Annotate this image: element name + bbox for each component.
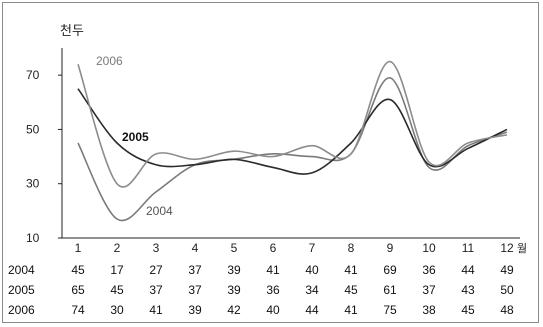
series-line-2006 <box>77 60 508 188</box>
x-tick-label: 2 <box>114 241 121 255</box>
table-cell: 61 <box>383 283 397 297</box>
table-cell: 37 <box>188 283 202 297</box>
table-cell: 41 <box>149 303 163 317</box>
x-tick-label: 6 <box>270 241 277 255</box>
table-cell: 38 <box>422 303 436 317</box>
table-cell: 65 <box>71 283 85 297</box>
x-tick-label: 10 <box>422 241 436 255</box>
table-row-label: 2004 <box>8 263 35 277</box>
table-cell: 45 <box>110 283 124 297</box>
x-tick-label: 3 <box>153 241 160 255</box>
table-cell: 37 <box>422 283 436 297</box>
y-tick-label: 10 <box>26 231 40 245</box>
x-tick-group: 1 2 3 4 5 6 7 8 9 10 11 12 <box>75 241 514 255</box>
table-cell: 27 <box>149 263 163 277</box>
table-cell: 30 <box>110 303 124 317</box>
y-tick-group: 10 30 50 70 <box>26 68 62 245</box>
x-tick-label: 5 <box>231 241 238 255</box>
table-cell: 40 <box>305 263 319 277</box>
table-cell: 34 <box>305 283 319 297</box>
x-tick-label: 8 <box>348 241 355 255</box>
data-table: 2004 45 17 27 37 39 41 40 41 69 36 44 49 2005 65 45 37 37… <box>8 263 514 317</box>
table-cell: 36 <box>266 283 280 297</box>
table-cell: 42 <box>227 303 241 317</box>
x-tick-label: 11 <box>462 241 475 255</box>
table-row-label: 2006 <box>8 303 35 317</box>
table-cell: 74 <box>71 303 85 317</box>
y-tick-label: 50 <box>26 122 40 136</box>
table-cell: 41 <box>344 263 358 277</box>
x-tick-label: 9 <box>387 241 394 255</box>
table-cell: 44 <box>305 303 319 317</box>
table-cell: 45 <box>461 303 475 317</box>
table-cell: 49 <box>500 263 514 277</box>
series-line-2004 <box>77 77 508 222</box>
series-label-2004: 2004 <box>146 204 173 218</box>
table-cell: 39 <box>188 303 202 317</box>
y-tick-label: 30 <box>26 177 40 191</box>
series-label-2005: 2005 <box>122 130 149 144</box>
y-axis-unit-label: 천두 <box>60 23 84 38</box>
table-cell: 41 <box>344 303 358 317</box>
series-label-group: 2004 2005 2006 <box>96 54 173 218</box>
table-cell: 48 <box>500 303 514 317</box>
series-label-2006: 2006 <box>96 54 123 68</box>
table-cell: 45 <box>344 283 358 297</box>
table-cell: 41 <box>266 263 280 277</box>
table-row-label: 2005 <box>8 283 35 297</box>
table-cell: 40 <box>266 303 280 317</box>
table-cell: 39 <box>227 263 241 277</box>
table-cell: 17 <box>110 263 124 277</box>
x-axis-unit-label: 월 <box>517 242 527 255</box>
table-cell: 43 <box>461 283 475 297</box>
table-cell: 36 <box>422 263 436 277</box>
table-cell: 44 <box>461 263 475 277</box>
table-cell: 37 <box>188 263 202 277</box>
table-cell: 39 <box>227 283 241 297</box>
table-cell: 45 <box>71 263 85 277</box>
table-cell: 37 <box>149 283 163 297</box>
series-line-2005 <box>77 88 508 175</box>
x-tick-label: 7 <box>309 241 316 255</box>
x-tick-label: 12 <box>500 241 514 255</box>
x-tick-label: 1 <box>75 241 82 255</box>
series-line-group <box>77 60 508 222</box>
table-cell: 50 <box>500 283 514 297</box>
y-tick-label: 70 <box>26 68 40 82</box>
x-tick-label: 4 <box>192 241 199 255</box>
table-cell: 75 <box>383 303 397 317</box>
table-cell: 69 <box>383 263 397 277</box>
